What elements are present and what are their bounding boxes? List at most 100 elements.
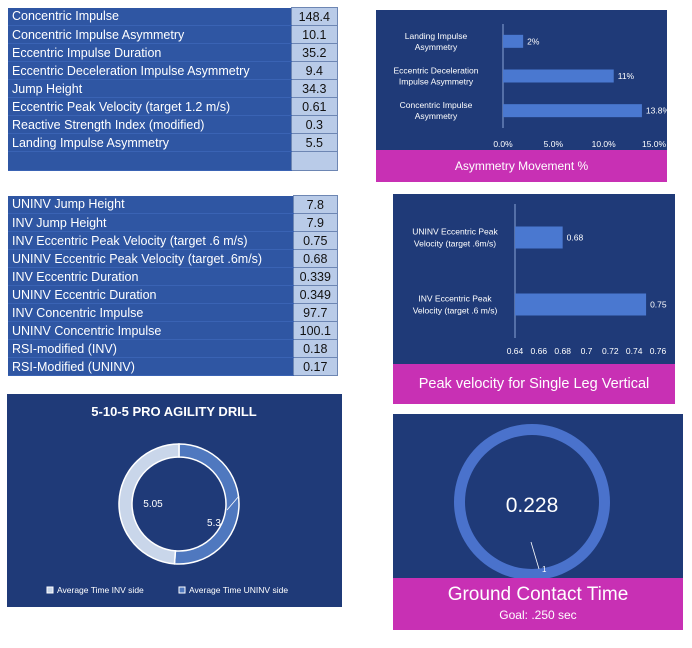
empty-cell (8, 151, 292, 171)
row-label: UNINV Jump Height (8, 195, 294, 214)
table-row: INV Eccentric Peak Velocity (target .6 m… (8, 231, 339, 250)
legend-label: Average Time INV side (57, 585, 144, 595)
row-label: INV Concentric Impulse (8, 303, 294, 322)
ground-contact-title-banner: Ground Contact Time Goal: .250 sec (393, 578, 683, 630)
row-value: 7.8 (292, 195, 339, 214)
table-row: Concentric Impulse 148.4 (8, 7, 339, 26)
row-label: UNINV Eccentric Peak Velocity (target .6… (8, 249, 294, 268)
row-label: Jump Height (8, 79, 292, 98)
row-value: 0.68 (292, 249, 339, 268)
table-row: INV Concentric Impulse 97.7 (8, 303, 339, 322)
legend-label: Average Time UNINV side (189, 585, 288, 595)
table-row-empty (8, 151, 339, 171)
tick-label: 0.7 (581, 346, 593, 356)
category-label: Asymmetry (415, 42, 458, 52)
row-label: UNINV Concentric Impulse (8, 321, 294, 340)
data-label: 2% (527, 36, 540, 46)
peak-velocity-bar-chart: 0.68 UNINV Eccentric Peak Velocity (target… (412, 204, 667, 356)
pro-agility-donut-chart: 5-10-5 PRO AGILITY DRILL 5.05 5.3 Average T… (46, 404, 288, 595)
row-value: 0.339 (292, 267, 339, 286)
asymmetry-chart-panel: 2% Landing Impulse Asymmetry 11% Eccentric D… (376, 10, 670, 150)
table-row: UNINV Concentric Impulse 100.1 (8, 321, 339, 340)
donut-slice (118, 443, 180, 565)
category-label: Asymmetry (415, 111, 458, 121)
table-row: UNINV Eccentric Duration 0.349 (8, 285, 339, 304)
row-label: INV Eccentric Peak Velocity (target .6 m… (8, 231, 294, 250)
data-label: 5.3 (207, 518, 221, 529)
bar (515, 293, 647, 316)
row-label: UNINV Eccentric Duration (8, 285, 294, 304)
category-label: UNINV Eccentric Peak (412, 227, 498, 237)
row-label: Eccentric Deceleration Impulse Asymmetry (8, 61, 292, 80)
row-value: 35.2 (290, 43, 339, 62)
bar (515, 226, 563, 249)
peak-velocity-chart-title-text: Peak velocity for Single Leg Vertical (418, 376, 650, 392)
category-label: Concentric Impulse (400, 100, 473, 110)
row-value: 0.75 (292, 231, 339, 250)
data-label: 11% (618, 71, 635, 81)
data-label: 0.75 (650, 300, 667, 310)
table-row: Concentric Impulse Asymmetry 10.1 (8, 25, 339, 44)
category-label: Eccentric Deceleration (393, 66, 478, 76)
category-label: INV Eccentric Peak (418, 294, 492, 304)
leader-line (530, 541, 540, 570)
ground-contact-donut: 0.228 1 (454, 424, 610, 580)
bar (503, 34, 524, 48)
table-row: Landing Impulse Asymmetry 5.5 (8, 133, 339, 152)
row-label: INV Eccentric Duration (8, 267, 294, 286)
table-row: UNINV Jump Height 7.8 (8, 195, 339, 214)
tick-label: 15.0% (642, 139, 667, 149)
asymmetry-chart-title-text: Asymmetry Movement % (454, 159, 589, 173)
tick-label: 0.66 (531, 346, 548, 356)
row-label: Landing Impulse Asymmetry (8, 133, 292, 152)
row-label: INV Jump Height (8, 213, 294, 232)
row-value: 0.18 (292, 339, 339, 358)
chart-title: 5-10-5 PRO AGILITY DRILL (91, 404, 256, 419)
table-row: Reactive Strength Index (modified) 0.3 (8, 115, 339, 134)
row-value: 97.7 (292, 303, 339, 322)
row-label: Eccentric Peak Velocity (target 1.2 m/s) (8, 97, 292, 116)
row-value: 0.349 (292, 285, 339, 304)
category-label: Velocity (target .6m/s) (414, 239, 496, 249)
row-value: 5.5 (290, 133, 339, 152)
data-label: 5.05 (143, 499, 163, 510)
row-value: 0.3 (290, 115, 339, 134)
table-row: Jump Height 34.3 (8, 79, 339, 98)
category-label: Landing Impulse (405, 31, 468, 41)
category-label: Impulse Asymmetry (399, 77, 474, 87)
table-row: UNINV Eccentric Peak Velocity (target .6… (8, 249, 339, 268)
tick-label: 0.0% (493, 139, 513, 149)
empty-cell (290, 151, 339, 171)
data-label: 1 (542, 565, 547, 574)
legend-swatch (178, 586, 186, 594)
tick-label: 10.0% (592, 139, 617, 149)
row-label: Concentric Impulse (8, 7, 292, 26)
row-label: RSI-Modified (UNINV) (8, 357, 294, 376)
pro-agility-chart-panel: 5-10-5 PRO AGILITY DRILL 5.05 5.3 Average T… (7, 394, 342, 607)
tick-label: 0.72 (602, 346, 619, 356)
table-row: Eccentric Impulse Duration 35.2 (8, 43, 339, 62)
row-value: 10.1 (290, 25, 339, 44)
row-value: 7.9 (292, 213, 339, 232)
row-label: Concentric Impulse Asymmetry (8, 25, 292, 44)
table-row: Eccentric Deceleration Impulse Asymmetry… (8, 61, 339, 80)
table-row: INV Eccentric Duration 0.339 (8, 267, 339, 286)
tick-label: 0.68 (554, 346, 571, 356)
center-value: 0.228 (506, 494, 559, 517)
ground-contact-title: Ground Contact Time (447, 584, 629, 605)
legend-swatch (46, 586, 54, 594)
table-row: INV Jump Height 7.9 (8, 213, 339, 232)
ground-contact-goal: Goal: .250 sec (499, 608, 577, 622)
data-label: 13.8% (646, 106, 667, 116)
metrics-table-single-leg: UNINV Jump Height 7.8 INV Jump Height 7.9 IN… (8, 195, 339, 376)
tick-label: 0.64 (507, 346, 524, 356)
row-value: 0.17 (292, 357, 339, 376)
row-label: RSI-modified (INV) (8, 339, 294, 358)
donut-slice (173, 443, 240, 565)
row-value: 0.61 (290, 97, 339, 116)
row-value: 9.4 (290, 61, 339, 80)
bar (503, 104, 642, 118)
table-row: RSI-Modified (UNINV) 0.17 (8, 357, 339, 376)
bar (503, 69, 614, 83)
